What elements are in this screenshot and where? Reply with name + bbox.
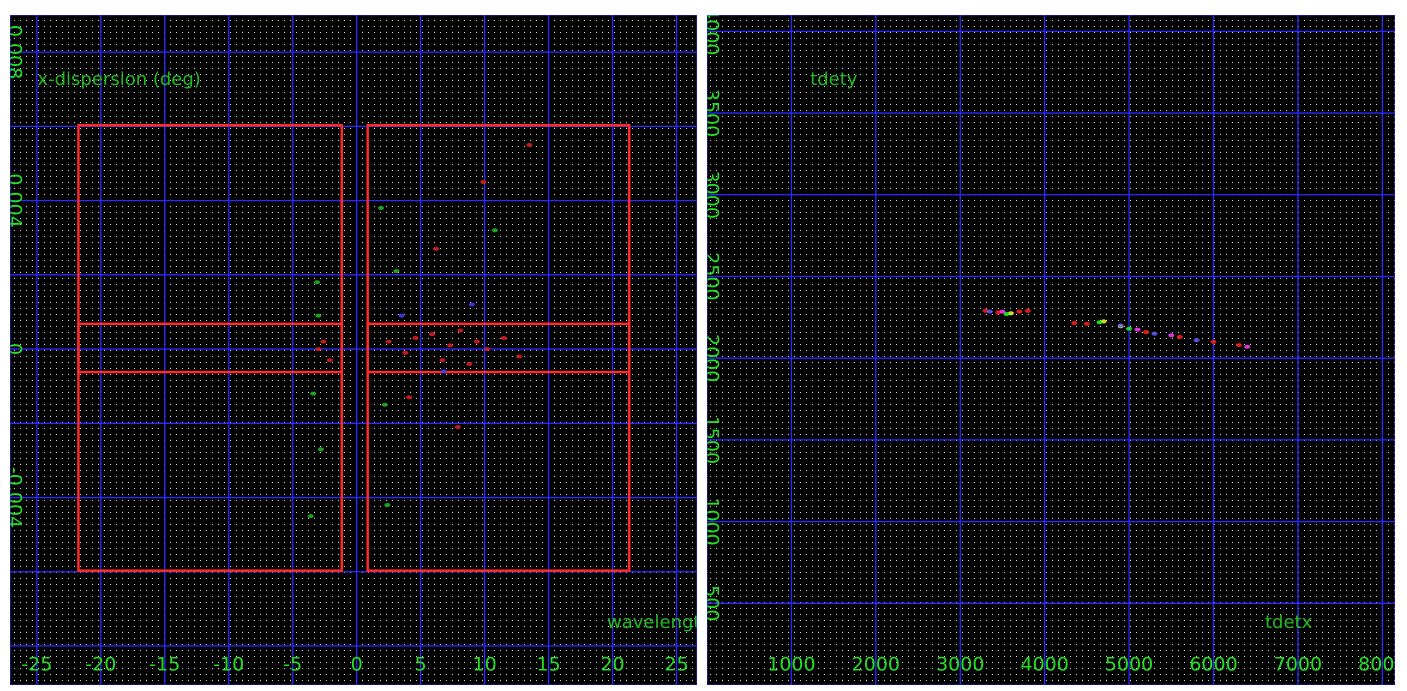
point xyxy=(429,332,436,337)
point xyxy=(1235,343,1242,348)
point xyxy=(1083,321,1090,326)
point xyxy=(384,502,391,507)
point xyxy=(480,180,487,185)
x-tick-label: 0 xyxy=(351,654,363,676)
point xyxy=(484,347,491,352)
point xyxy=(1151,331,1158,336)
x-tick-label: 5 xyxy=(415,654,427,676)
y-tick-label: 1000 xyxy=(701,497,723,545)
y-tick-label: 2500 xyxy=(701,252,723,300)
point xyxy=(1096,320,1103,325)
point xyxy=(447,343,454,348)
y-tick-label: -0.004 xyxy=(4,467,26,528)
point xyxy=(1003,312,1010,317)
x-tick-label: 1000 xyxy=(767,654,815,676)
point xyxy=(986,309,993,314)
y-tick-label: 4000 xyxy=(701,7,723,55)
point xyxy=(381,402,388,407)
point xyxy=(393,269,400,274)
point xyxy=(1134,327,1141,332)
x-tick-label: 5000 xyxy=(1105,654,1153,676)
point xyxy=(457,328,464,333)
point xyxy=(406,395,413,400)
x-tick-label: -20 xyxy=(85,654,116,676)
point xyxy=(385,339,392,344)
point xyxy=(468,302,475,307)
x-tick-label: 4000 xyxy=(1020,654,1068,676)
point xyxy=(317,447,324,452)
panel: 1000 2000 3000 4000 5000 6000 7000 8000 500 1000 1… xyxy=(701,7,1406,685)
y-tick-label: 0.004 xyxy=(4,173,26,227)
point xyxy=(320,339,327,344)
point xyxy=(1126,326,1133,331)
x-tick-label: -5 xyxy=(283,654,302,676)
x-tick-label: -15 xyxy=(149,654,180,676)
y-axis-label: tdety xyxy=(810,69,858,90)
point xyxy=(466,361,473,366)
y-tick-label: 1500 xyxy=(701,416,723,464)
point xyxy=(516,354,523,359)
region xyxy=(77,322,343,374)
x-tick-label: 20 xyxy=(600,654,624,676)
point xyxy=(1168,333,1175,338)
x-tick-label: 10 xyxy=(473,654,497,676)
point xyxy=(326,358,333,363)
y-tick-label: 0 xyxy=(4,343,26,355)
plot-background xyxy=(10,15,697,685)
point xyxy=(1071,321,1078,326)
y-tick-label: 3500 xyxy=(701,89,723,137)
point xyxy=(440,369,447,374)
x-tick-label: 15 xyxy=(537,654,561,676)
point xyxy=(315,313,322,318)
point xyxy=(1176,334,1183,339)
x-tick-label: 25 xyxy=(664,654,688,676)
point xyxy=(378,206,385,211)
point xyxy=(1142,330,1149,335)
point xyxy=(315,347,322,352)
x-axis-label: tdetx xyxy=(1265,612,1313,633)
point xyxy=(439,358,446,363)
panel: -25 -20 -15 -10 -5 0 5 10 15 20 25 0.008 0.004 0 -0.00… xyxy=(4,15,744,685)
point xyxy=(402,350,409,355)
point xyxy=(1016,309,1023,314)
x-tick-label: -25 xyxy=(21,654,52,676)
x-tick-label: 6000 xyxy=(1189,654,1237,676)
x-axis-label: wavelength (A) xyxy=(607,612,744,633)
x-tick-label: 8000 xyxy=(1358,654,1406,676)
point xyxy=(398,313,405,318)
region xyxy=(366,322,631,374)
point xyxy=(500,335,507,340)
x-tick-label: 2000 xyxy=(852,654,900,676)
point xyxy=(412,335,419,340)
x-tick-label: 3000 xyxy=(936,654,984,676)
point xyxy=(433,246,440,251)
y-tick-label: 2000 xyxy=(701,334,723,382)
point xyxy=(1024,308,1031,313)
point xyxy=(999,309,1006,314)
point xyxy=(454,425,461,430)
point xyxy=(1244,344,1251,349)
point xyxy=(307,514,314,519)
y-tick-label: 0.008 xyxy=(4,25,26,79)
point xyxy=(473,339,480,344)
point xyxy=(491,228,498,233)
point xyxy=(1210,339,1217,344)
x-tick-label: -10 xyxy=(213,654,244,676)
plot-background xyxy=(707,15,1395,685)
y-tick-label: 500 xyxy=(701,585,723,621)
y-axis-label: x-dispersion (deg) xyxy=(37,69,200,90)
point xyxy=(526,142,533,147)
point xyxy=(314,280,321,285)
point xyxy=(1193,338,1200,343)
x-tick-label: 7000 xyxy=(1274,654,1322,676)
point xyxy=(310,391,317,396)
point xyxy=(1117,323,1124,328)
y-tick-label: 3000 xyxy=(701,171,723,219)
